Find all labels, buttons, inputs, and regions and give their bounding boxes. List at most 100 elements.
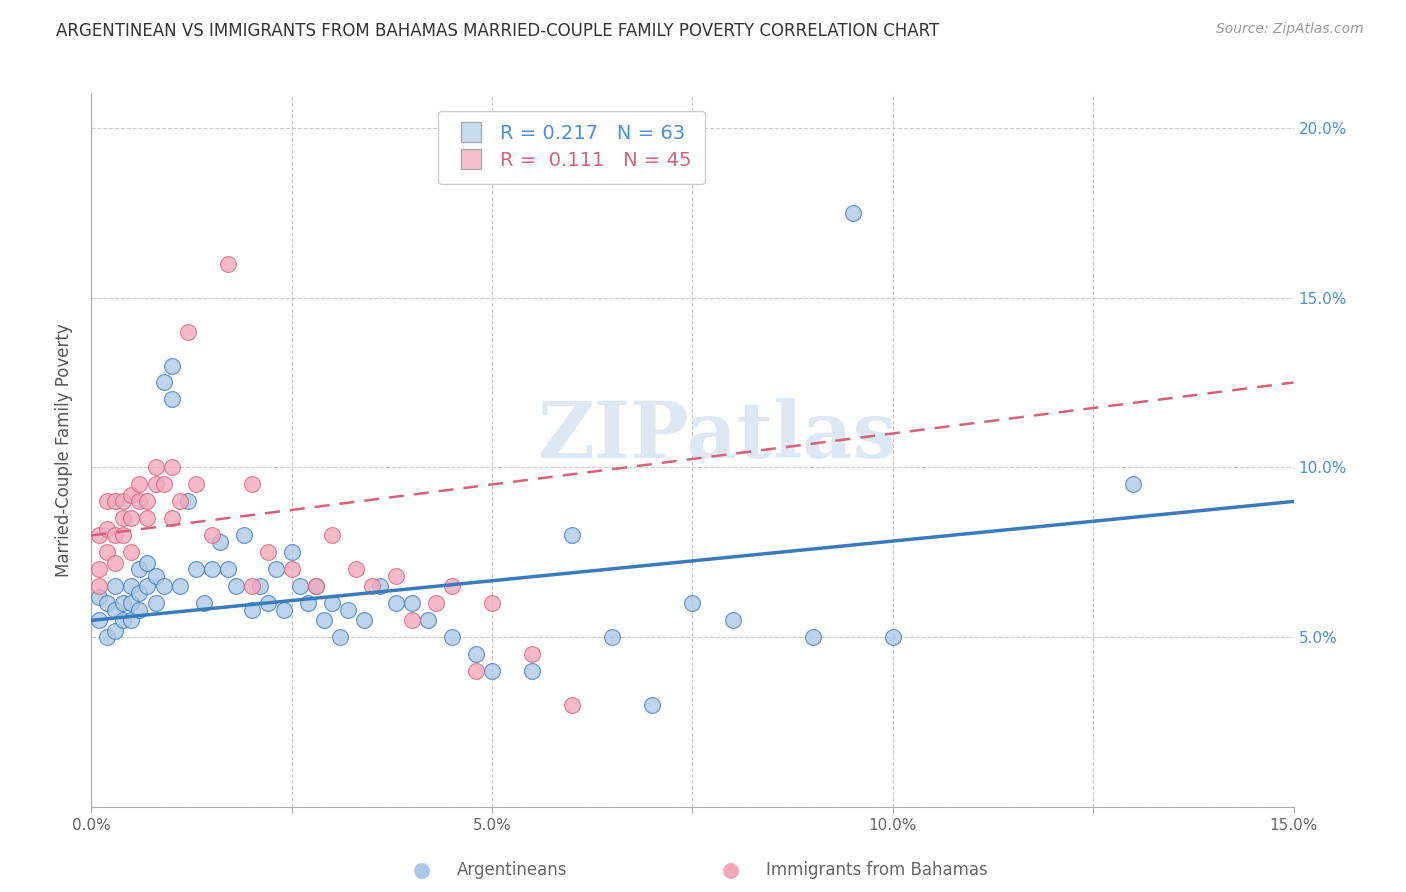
Point [240, 579, 263, 593]
Point [104, 556, 127, 570]
Text: ARGENTINEAN VS IMMIGRANTS FROM BAHAMAS MARRIED-COUPLE FAMILY POVERTY CORRELATION: ARGENTINEAN VS IMMIGRANTS FROM BAHAMAS M… [56, 22, 939, 40]
Y-axis label: Married-Couple Family Poverty: Married-Couple Family Poverty [55, 324, 73, 577]
Point [522, 665, 544, 679]
Point [273, 603, 295, 617]
Point [128, 603, 150, 617]
Point [465, 648, 488, 662]
Point [176, 494, 198, 508]
Point [96, 545, 118, 559]
Point [208, 535, 231, 549]
Point [281, 545, 304, 559]
Point [240, 477, 263, 491]
Point [312, 613, 335, 627]
Point [184, 562, 207, 576]
Point [841, 205, 863, 219]
Point [121, 579, 143, 593]
Point [160, 460, 183, 475]
Point [89, 590, 111, 604]
Point [336, 603, 359, 617]
Point [201, 528, 224, 542]
Point [89, 613, 111, 627]
Point [112, 511, 135, 525]
Point [96, 596, 118, 610]
Point [121, 596, 143, 610]
Text: Source: ZipAtlas.com: Source: ZipAtlas.com [1216, 22, 1364, 37]
Point [305, 579, 328, 593]
Point [176, 325, 198, 339]
Point [297, 596, 319, 610]
Point [184, 477, 207, 491]
Point [136, 511, 159, 525]
Point [152, 477, 174, 491]
Point [136, 556, 159, 570]
Point [721, 613, 744, 627]
Point [360, 579, 382, 593]
Point [121, 613, 143, 627]
Legend: R = 0.217   N = 63, R =  0.111   N = 45: R = 0.217 N = 63, R = 0.111 N = 45 [437, 111, 704, 184]
Point [89, 562, 111, 576]
Point [305, 579, 328, 593]
Text: ZIPatlas: ZIPatlas [537, 398, 896, 475]
Point [169, 579, 191, 593]
Point [169, 494, 191, 508]
Point [264, 562, 287, 576]
Point [89, 528, 111, 542]
Point [160, 511, 183, 525]
Point [256, 596, 278, 610]
Point [152, 376, 174, 390]
Point [1122, 477, 1144, 491]
Text: ●: ● [413, 860, 430, 880]
Point [681, 596, 703, 610]
Point [465, 665, 488, 679]
Point [602, 631, 624, 645]
Point [112, 528, 135, 542]
Point [256, 545, 278, 559]
Point [522, 648, 544, 662]
Point [104, 603, 127, 617]
Point [401, 613, 423, 627]
Point [385, 569, 408, 583]
Point [104, 494, 127, 508]
Point [416, 613, 439, 627]
Point [96, 494, 118, 508]
Point [561, 528, 583, 542]
Point [882, 631, 904, 645]
Text: Argentineans: Argentineans [457, 861, 568, 879]
Point [368, 579, 391, 593]
Point [145, 477, 167, 491]
Point [193, 596, 215, 610]
Point [96, 522, 118, 536]
Point [201, 562, 224, 576]
Point [145, 596, 167, 610]
Point [96, 631, 118, 645]
Point [112, 596, 135, 610]
Point [385, 596, 408, 610]
Point [249, 579, 271, 593]
Point [112, 494, 135, 508]
Point [232, 528, 254, 542]
Point [440, 579, 463, 593]
Point [145, 460, 167, 475]
Point [104, 579, 127, 593]
Point [128, 562, 150, 576]
Point [152, 579, 174, 593]
Point [440, 631, 463, 645]
Point [801, 631, 824, 645]
Text: ●: ● [723, 860, 740, 880]
Point [641, 698, 664, 713]
Point [281, 562, 304, 576]
Point [321, 596, 343, 610]
Point [160, 392, 183, 407]
Point [136, 494, 159, 508]
Point [121, 511, 143, 525]
Point [121, 545, 143, 559]
Point [104, 624, 127, 638]
Point [425, 596, 447, 610]
Text: Immigrants from Bahamas: Immigrants from Bahamas [766, 861, 988, 879]
Point [112, 613, 135, 627]
Point [217, 562, 239, 576]
Point [128, 477, 150, 491]
Point [128, 494, 150, 508]
Point [145, 569, 167, 583]
Point [225, 579, 247, 593]
